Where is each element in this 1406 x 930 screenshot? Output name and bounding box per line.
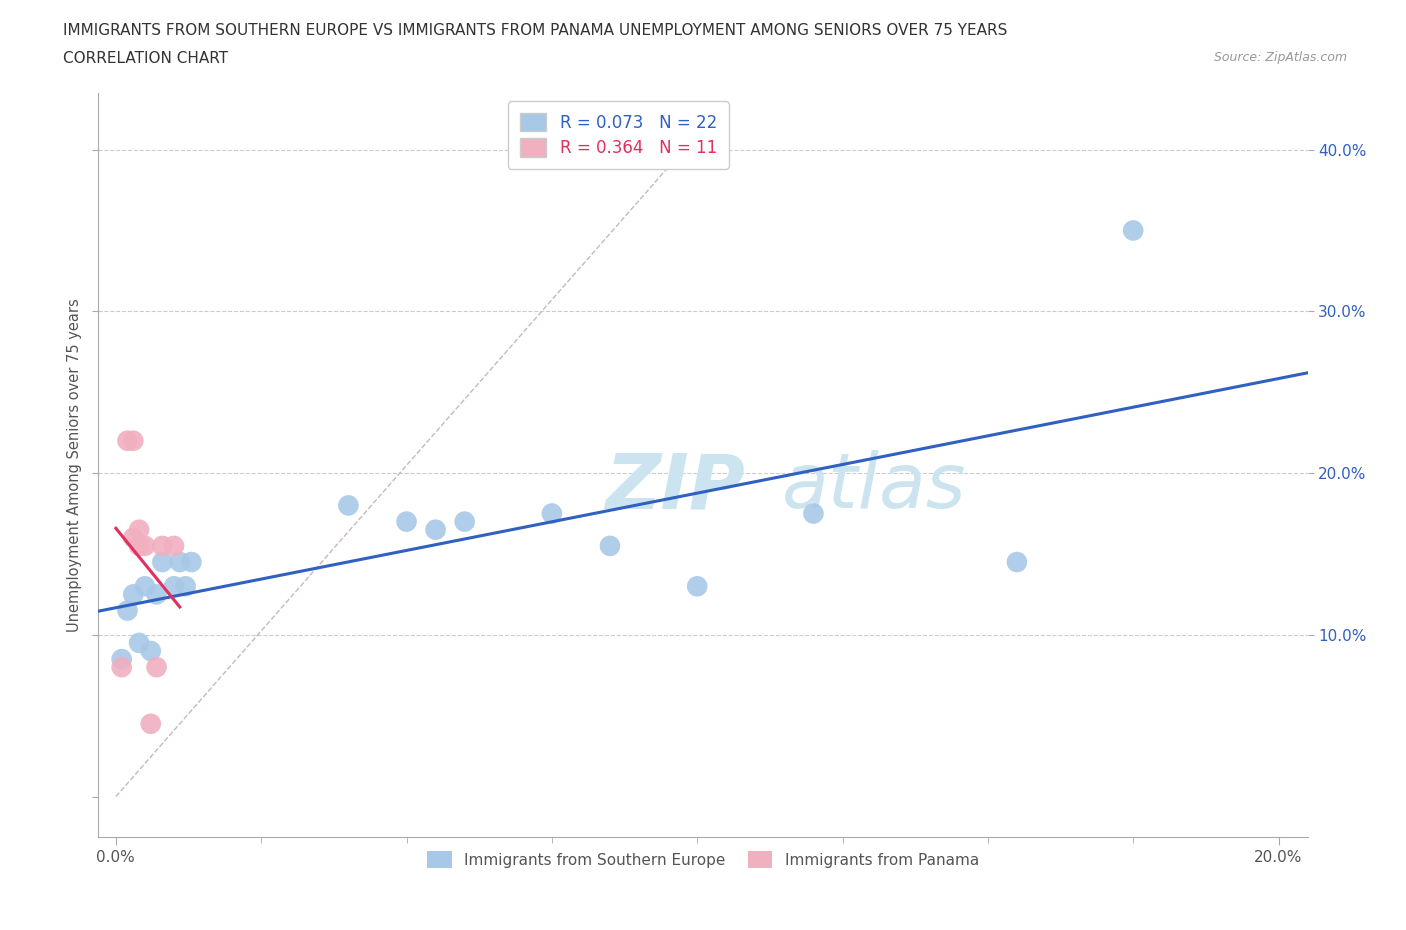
Point xyxy=(1122,223,1144,238)
Point xyxy=(150,538,173,553)
Point xyxy=(169,554,191,569)
Point xyxy=(122,530,145,545)
Point xyxy=(145,659,167,674)
Point xyxy=(128,635,150,650)
Point xyxy=(139,716,162,731)
Point xyxy=(453,514,475,529)
Text: CORRELATION CHART: CORRELATION CHART xyxy=(63,51,228,66)
Point xyxy=(180,554,202,569)
Point xyxy=(111,652,134,667)
Point xyxy=(174,578,197,593)
Legend: Immigrants from Southern Europe, Immigrants from Panama: Immigrants from Southern Europe, Immigra… xyxy=(420,845,986,874)
Point xyxy=(134,578,156,593)
Point xyxy=(122,433,145,448)
Point xyxy=(117,604,139,618)
Point xyxy=(111,659,134,674)
Point xyxy=(128,538,150,553)
Point xyxy=(540,506,562,521)
Point xyxy=(425,523,447,538)
Point xyxy=(117,433,139,448)
Text: ZIP: ZIP xyxy=(606,450,747,525)
Point xyxy=(150,554,173,569)
Point xyxy=(134,538,156,553)
Point xyxy=(395,514,418,529)
Point xyxy=(128,523,150,538)
Point xyxy=(1005,554,1028,569)
Point xyxy=(803,506,825,521)
Point xyxy=(686,578,709,593)
Point xyxy=(122,587,145,602)
Text: atlas: atlas xyxy=(782,450,966,525)
Point xyxy=(145,587,167,602)
Text: IMMIGRANTS FROM SOUTHERN EUROPE VS IMMIGRANTS FROM PANAMA UNEMPLOYMENT AMONG SEN: IMMIGRANTS FROM SOUTHERN EUROPE VS IMMIG… xyxy=(63,23,1008,38)
Point xyxy=(163,538,186,553)
Text: Source: ZipAtlas.com: Source: ZipAtlas.com xyxy=(1213,51,1347,64)
Point xyxy=(139,644,162,658)
Point xyxy=(163,578,186,593)
Y-axis label: Unemployment Among Seniors over 75 years: Unemployment Among Seniors over 75 years xyxy=(66,299,82,631)
Point xyxy=(599,538,621,553)
Point xyxy=(337,498,360,512)
